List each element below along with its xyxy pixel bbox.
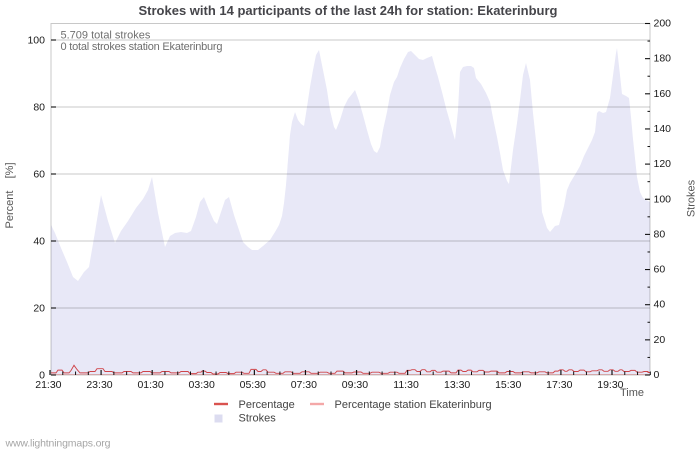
svg-text:17:30: 17:30: [546, 379, 572, 391]
svg-text:60: 60: [654, 264, 666, 276]
svg-text:www.lightningmaps.org: www.lightningmaps.org: [5, 438, 111, 450]
svg-text:140: 140: [654, 123, 672, 135]
svg-text:Percentage: Percentage: [239, 399, 295, 411]
svg-text:40: 40: [654, 299, 666, 311]
svg-text:05:30: 05:30: [240, 379, 266, 391]
svg-text:Time: Time: [620, 387, 644, 399]
svg-text:0: 0: [654, 369, 660, 381]
svg-text:20: 20: [33, 303, 45, 315]
svg-text:160: 160: [654, 88, 672, 100]
svg-text:40: 40: [33, 236, 45, 248]
svg-text:09:30: 09:30: [342, 379, 368, 391]
svg-text:15:30: 15:30: [495, 379, 521, 391]
svg-text:5.709 total strokes: 5.709 total strokes: [61, 30, 151, 42]
svg-text:19:30: 19:30: [597, 379, 623, 391]
svg-text:01:30: 01:30: [137, 379, 163, 391]
svg-text:120: 120: [654, 158, 672, 170]
svg-text:Strokes: Strokes: [239, 413, 277, 425]
svg-text:200: 200: [654, 18, 672, 30]
svg-text:100: 100: [27, 35, 45, 47]
svg-text:180: 180: [654, 53, 672, 65]
svg-text:80: 80: [33, 102, 45, 114]
svg-text:23:30: 23:30: [86, 379, 112, 391]
svg-text:0 total strokes station Ekater: 0 total strokes station Ekaterinburg: [61, 41, 223, 53]
svg-text:11:30: 11:30: [393, 379, 419, 391]
svg-text:07:30: 07:30: [291, 379, 317, 391]
svg-text:20: 20: [654, 334, 666, 346]
svg-text:Strokes with 14 participants o: Strokes with 14 participants of the last…: [139, 3, 558, 18]
svg-text:03:30: 03:30: [189, 379, 215, 391]
svg-text:Strokes: Strokes: [686, 179, 698, 217]
svg-text:0: 0: [39, 370, 45, 382]
svg-text:100: 100: [654, 193, 672, 205]
svg-text:80: 80: [654, 228, 666, 240]
svg-text:Percentage station Ekaterinbur: Percentage station Ekaterinburg: [335, 399, 492, 411]
svg-text:21:30: 21:30: [35, 379, 61, 391]
svg-text:Percent [%]: Percent [%]: [4, 162, 16, 228]
svg-text:13:30: 13:30: [444, 379, 470, 391]
svg-text:60: 60: [33, 169, 45, 181]
